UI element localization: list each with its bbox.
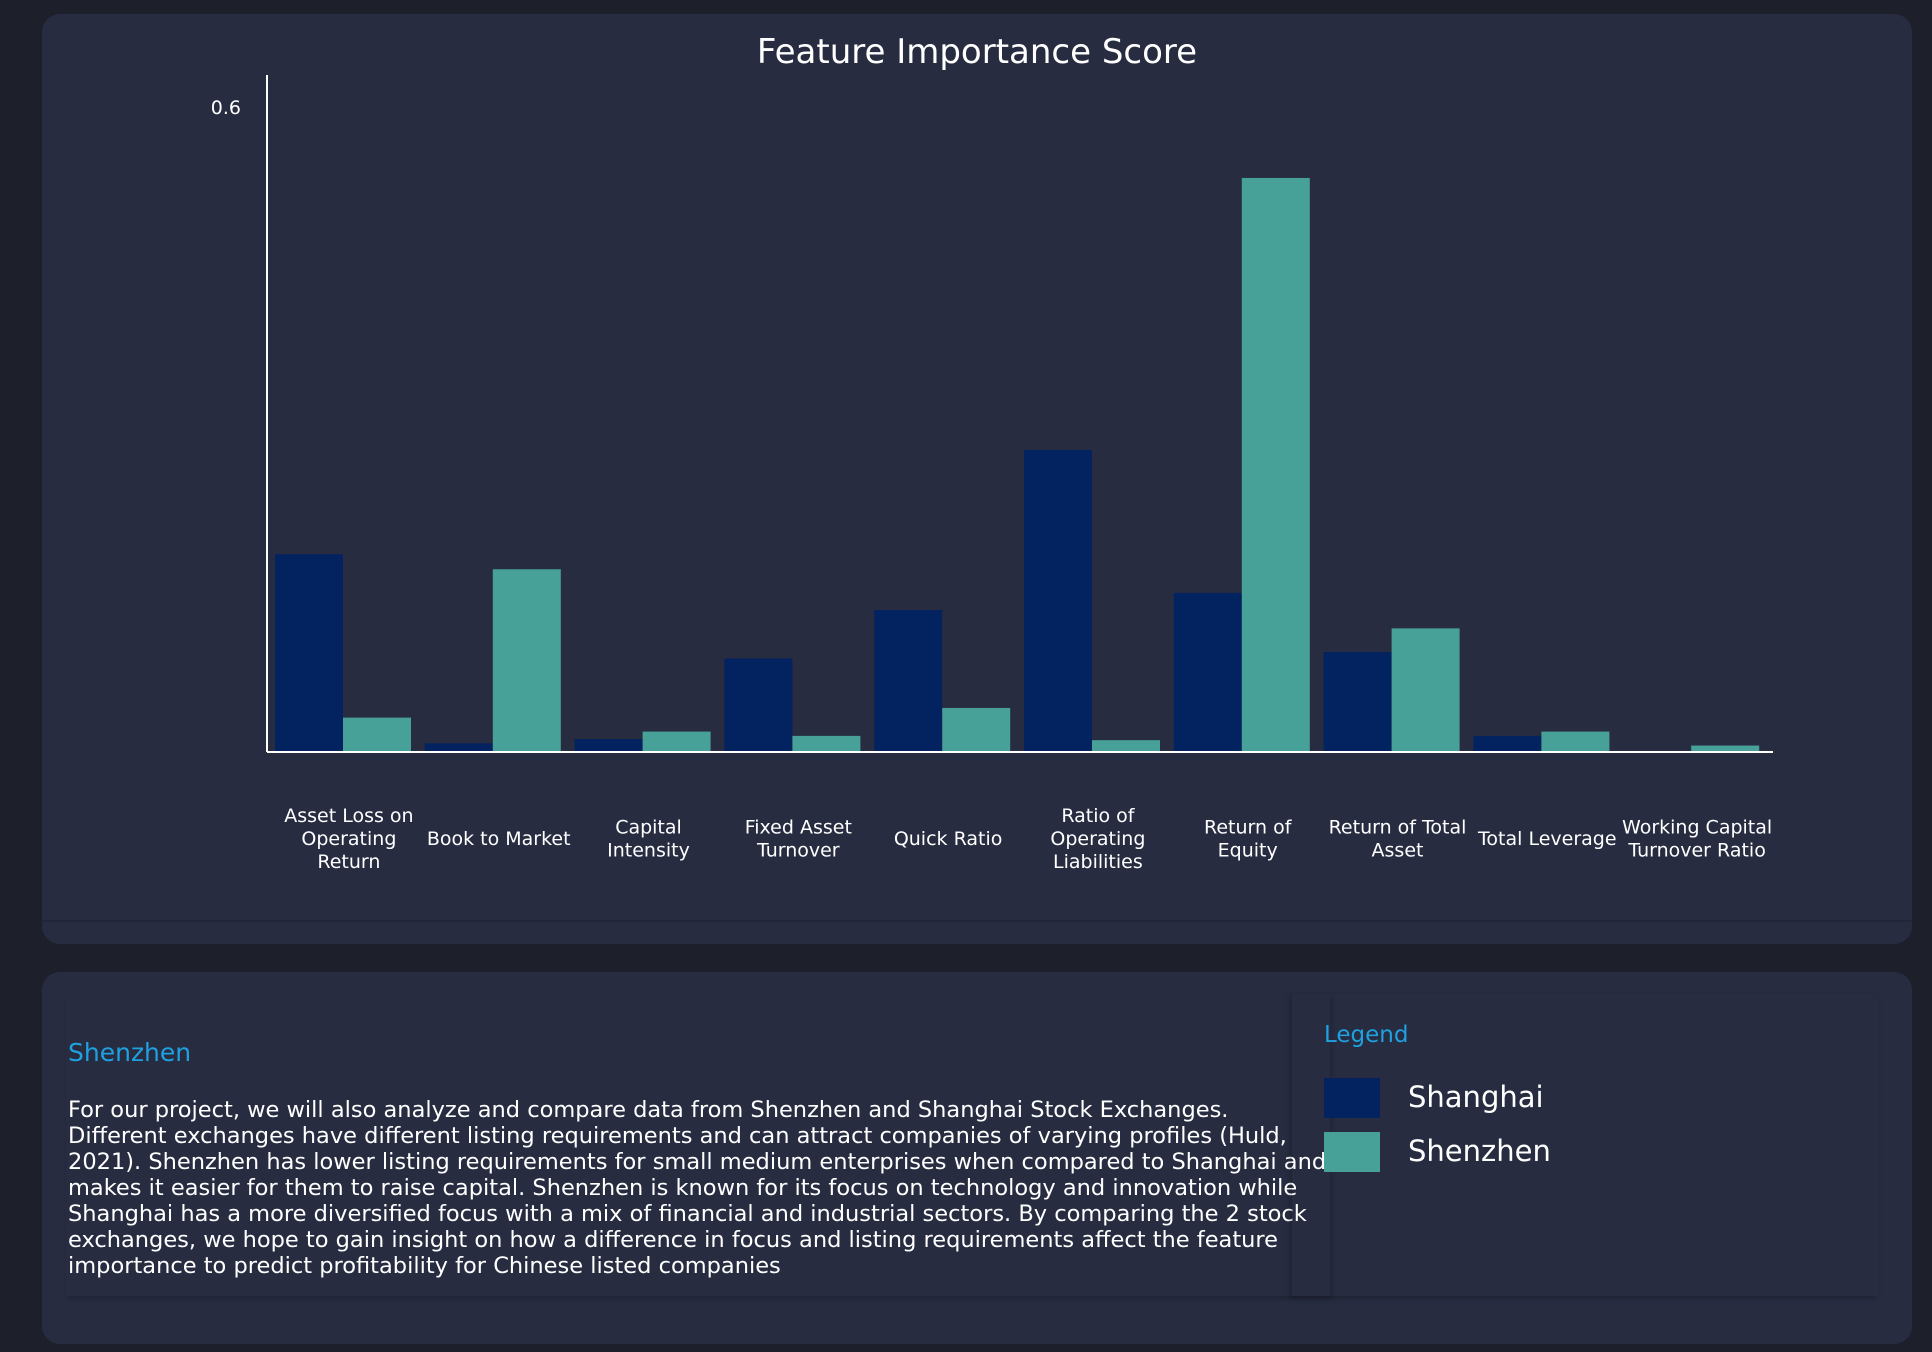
description-text: For our project, we will also analyze an…: [68, 1097, 1327, 1279]
bar-shanghai-9: [1473, 735, 1542, 752]
bar-shenzhen-10: [1691, 745, 1760, 752]
x-tick-label: Book to Market: [427, 828, 571, 850]
chart-title: Feature Importance Score: [756, 32, 1198, 72]
x-tick-label: Total Leverage: [1477, 828, 1617, 850]
bar-shenzhen-7: [1241, 177, 1310, 752]
bar-shenzhen-5: [942, 707, 1011, 752]
feature-importance-chart: Asset Loss on Operating Return Book to Mark…: [211, 75, 1773, 873]
card-divider: [42, 920, 1912, 922]
bar-shanghai-4: [724, 658, 793, 752]
x-tick-label: Quick Ratio: [894, 828, 1003, 850]
bar-shanghai-5: [874, 610, 943, 752]
bar-shanghai-2: [424, 743, 493, 752]
legend-panel: Legend Shanghai Shenzhen: [1292, 994, 1878, 1296]
bar-shanghai-3: [574, 739, 643, 752]
bar-shenzhen-9: [1541, 731, 1610, 752]
x-tick-label: Fixed Asset Turnover: [745, 817, 852, 862]
x-tick-label: Return of Equity: [1204, 817, 1293, 862]
bar-shanghai-8: [1323, 652, 1392, 752]
info-card: Shenzhen For our project, we will also a…: [42, 972, 1912, 1344]
bar-shenzhen-4: [792, 735, 861, 752]
bar-shanghai-7: [1173, 592, 1242, 752]
legend-swatch-shanghai: [1324, 1078, 1380, 1118]
x-tick-label: Return of Total Asset: [1329, 817, 1467, 862]
x-tick-label: Asset Loss on Operating Return: [284, 805, 413, 873]
bar-shenzhen-6: [1092, 740, 1160, 752]
x-tick-label: Working Capital Turnover Ratio: [1622, 817, 1772, 862]
bar-shenzhen-2: [492, 569, 561, 752]
bar-shanghai-1: [275, 554, 343, 752]
legend-label-shanghai: Shanghai: [1408, 1080, 1544, 1114]
bar-shanghai-6: [1024, 449, 1092, 752]
bar-shenzhen-3: [642, 731, 711, 752]
legend-title: Legend: [1324, 1022, 1409, 1048]
x-tick-label: Capital Intensity: [607, 817, 690, 862]
bar-shenzhen-8: [1391, 628, 1460, 752]
y-tick-label: 0.6: [211, 97, 241, 119]
legend-label-shenzhen: Shenzhen: [1408, 1134, 1551, 1168]
section-heading: Shenzhen: [68, 1038, 192, 1067]
bar-shenzhen-1: [343, 717, 411, 752]
x-tick-label: Ratio of Operating Liabilities: [1050, 805, 1145, 873]
chart-card: Feature Importance Score Asset Loss on Op…: [42, 14, 1912, 944]
legend-swatch-shenzhen: [1324, 1132, 1380, 1172]
description-panel: Shenzhen For our project, we will also a…: [66, 994, 1330, 1296]
